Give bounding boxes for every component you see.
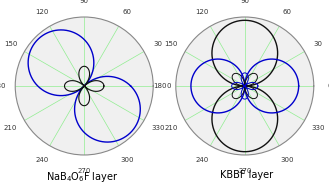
Text: KBBF layer: KBBF layer <box>220 170 273 180</box>
Text: NaB$_4$O$_6$F layer: NaB$_4$O$_6$F layer <box>46 170 118 184</box>
